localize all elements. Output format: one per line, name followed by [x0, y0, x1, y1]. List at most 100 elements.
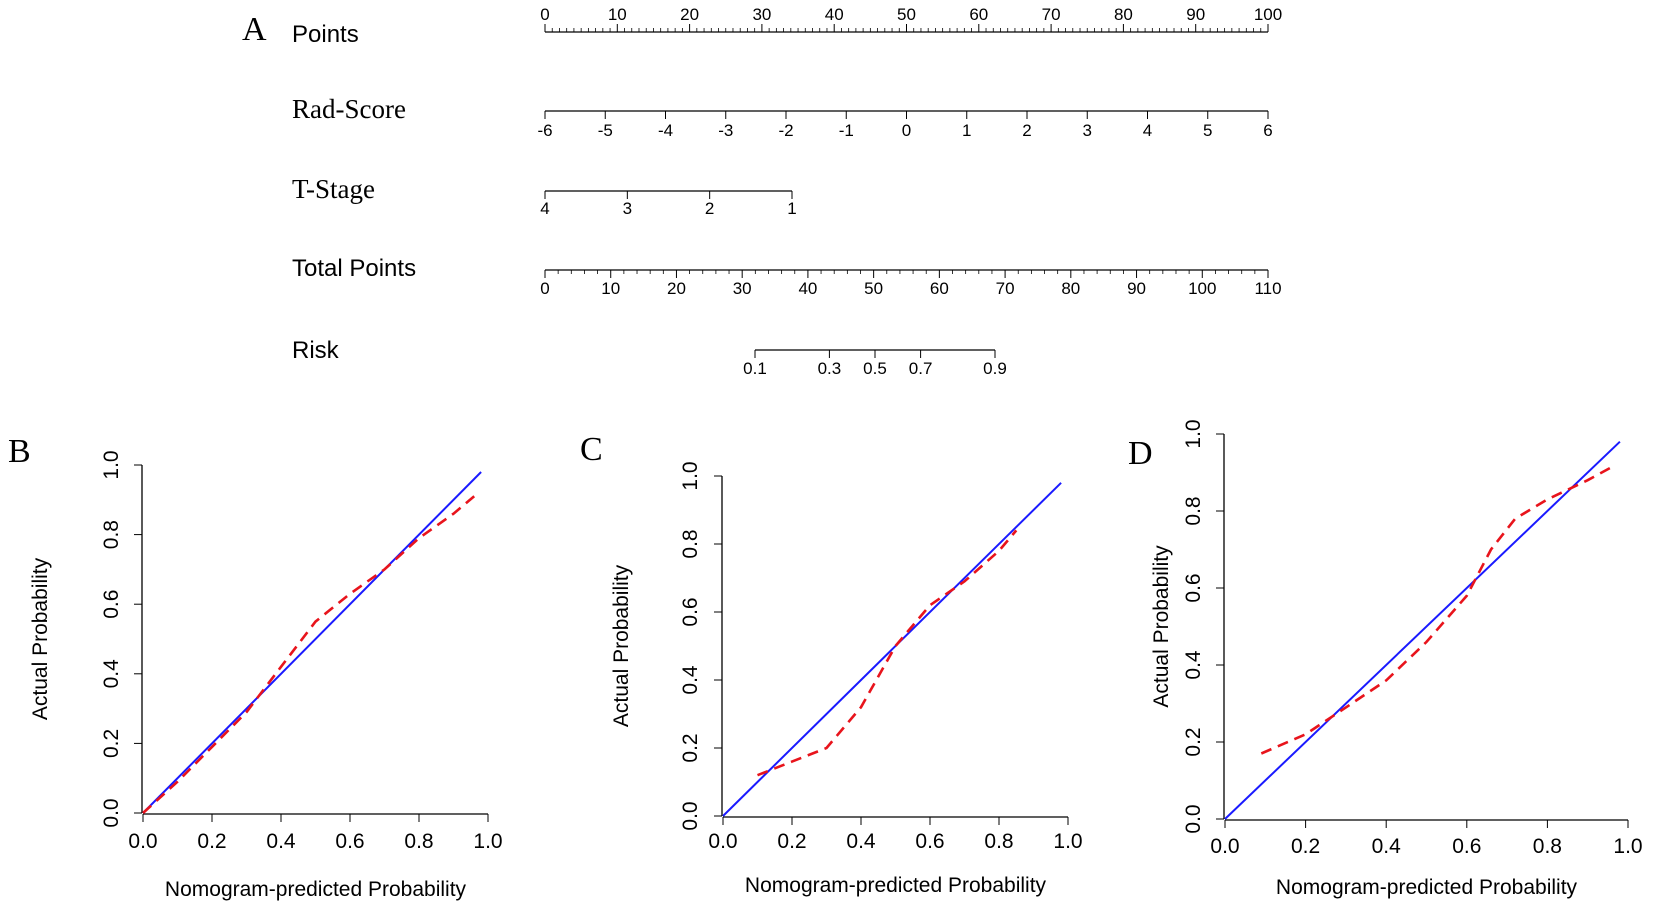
nomogram-tick-label: 0.5: [863, 359, 887, 378]
y-tick-label: 1.0: [679, 461, 702, 490]
y-tick-label: 0.4: [100, 659, 123, 689]
x-tick-label: 0.0: [1210, 835, 1239, 858]
panel-label-b: B: [8, 433, 31, 470]
nomogram-tick-label: 4: [1143, 121, 1152, 140]
nomogram-tick-label: -3: [718, 121, 733, 140]
nomogram-tick-label: 50: [897, 5, 916, 24]
calibration-curve: [757, 529, 1018, 777]
y-tick-label: 1.0: [100, 450, 123, 479]
nomogram-tick-label: -4: [658, 121, 673, 140]
x-tick-label: 0.8: [984, 830, 1013, 853]
y-tick-label: 0.4: [679, 665, 702, 695]
y-tick-label: 0.4: [1182, 650, 1205, 680]
x-tick-label: 0.2: [777, 830, 806, 853]
y-tick-label: 0.2: [1182, 727, 1205, 756]
y-axis-title: Actual Probability: [29, 557, 52, 720]
calibration-plot-c: C 0.0 0.2 0.4 0.6 0.8 1.0 0.0 0.2 0.4 0.6 0.8 1.0 Nom…: [580, 431, 1083, 897]
nomogram-tick-label: 3: [623, 199, 632, 218]
x-tick-label: 1.0: [473, 830, 502, 853]
calibration-curve: [142, 495, 476, 814]
nomogram-tick-label: 1: [787, 199, 796, 218]
x-tick-label: 0.6: [1452, 835, 1481, 858]
x-tick-label: 0.6: [915, 830, 944, 853]
nomogram-tick-label: 80: [1061, 279, 1080, 298]
nomogram-row-total-points: Total Points 0 10 20 30 40 50 60 70 80 90 100 110: [292, 255, 1282, 298]
y-tick-label: 0.6: [679, 597, 702, 626]
panel-label-c: C: [580, 431, 603, 468]
nomogram-tick-label: 20: [667, 279, 686, 298]
nomogram-row-risk: Risk 0.1 0.3 0.5 0.7 0.9: [292, 337, 1007, 378]
nomogram-row-label: Rad-Score: [292, 94, 406, 124]
nomogram-tick-label: -5: [598, 121, 613, 140]
nomogram-tick-label: 0.9: [983, 359, 1007, 378]
nomogram-tick-label: 40: [798, 279, 817, 298]
x-tick-label: 1.0: [1053, 830, 1082, 853]
nomogram-tick-label: 90: [1186, 5, 1205, 24]
nomogram-tick-label: 6: [1263, 121, 1272, 140]
nomogram-tick-label: 60: [930, 279, 949, 298]
y-tick-label: 0.2: [100, 729, 123, 758]
nomogram-tick-label: 0: [540, 279, 549, 298]
nomogram-tick-label: 10: [601, 279, 620, 298]
nomogram-tick-label: 110: [1254, 279, 1281, 298]
nomogram-row-label: T-Stage: [292, 174, 375, 204]
nomogram-tick-label: 80: [1114, 5, 1133, 24]
nomogram-tick-label: 60: [969, 5, 988, 24]
y-tick-label: 0.8: [679, 529, 702, 558]
nomogram-tick-label: 4: [540, 199, 549, 218]
nomogram-row-label: Total Points: [292, 255, 416, 282]
nomogram-tick-label: 0.3: [818, 359, 842, 378]
nomogram-tick-label: 2: [705, 199, 714, 218]
nomogram-tick-label: 3: [1083, 121, 1092, 140]
x-tick-label: 0.6: [335, 830, 364, 853]
nomogram-tick-label: -2: [778, 121, 793, 140]
nomogram-tick-label: -1: [839, 121, 854, 140]
x-axis-title: Nomogram-predicted Probability: [1276, 876, 1578, 899]
nomogram-tick-label: 2: [1022, 121, 1031, 140]
nomogram-tick-label: 70: [996, 279, 1015, 298]
y-tick-label: 0.6: [100, 590, 123, 619]
x-tick-label: 0.2: [1291, 835, 1320, 858]
nomogram-tick-label: 1: [962, 121, 971, 140]
nomogram-tick-label: 100: [1188, 279, 1216, 298]
x-tick-label: 0.4: [266, 830, 296, 853]
nomogram-tick-label: 30: [752, 5, 771, 24]
nomogram-tick-label: 0: [902, 121, 911, 140]
x-tick-label: 0.2: [197, 830, 226, 853]
x-tick-label: 0.8: [1533, 835, 1562, 858]
y-axis-title: Actual Probability: [610, 564, 633, 727]
x-tick-label: 0.0: [128, 830, 157, 853]
calibration-plots: B 0.0 0.2 0.4 0.6 0.8 1.0 0.0 0.2 0.4 0.6 0.8 1.0 Nom…: [8, 419, 1643, 901]
nomogram-row-label: Risk: [292, 337, 340, 364]
y-axis-title: Actual Probability: [1150, 545, 1173, 708]
y-tick-label: 0.8: [1182, 496, 1205, 525]
nomogram-tick-label: 5: [1203, 121, 1212, 140]
y-tick-label: 0.0: [679, 801, 702, 830]
x-tick-label: 1.0: [1613, 835, 1642, 858]
nomogram-tick-label: 10: [608, 5, 627, 24]
y-tick-label: 0.8: [100, 520, 123, 549]
y-tick-label: 0.0: [1182, 804, 1205, 833]
y-tick-label: 0.0: [100, 798, 123, 827]
x-tick-label: 0.4: [1372, 835, 1402, 858]
y-tick-label: 0.6: [1182, 573, 1205, 602]
nomogram-row-label: Points: [292, 21, 359, 48]
calibration-plot-d: D 0.0 0.2 0.4 0.6 0.8 1.0 0.0 0.2 0.4 0.6 0.8 1.0 Nom…: [1128, 419, 1643, 899]
nomogram-tick-label: 50: [864, 279, 883, 298]
nomogram-tick-label: 0: [540, 5, 549, 24]
x-axis-title: Nomogram-predicted Probability: [745, 874, 1047, 897]
nomogram-row-points: Points 0 10 20 30 40 50 60 70 80 90 100: [292, 5, 1282, 48]
nomogram-tick-label: 0.1: [743, 359, 767, 378]
panel-label-a: A: [242, 11, 267, 48]
y-tick-label: 0.2: [679, 733, 702, 762]
nomogram-tick-label: 30: [733, 279, 752, 298]
calibration-plot-b: B 0.0 0.2 0.4 0.6 0.8 1.0 0.0 0.2 0.4 0.6 0.8 1.0 Nom…: [8, 433, 503, 901]
ideal-line: [1224, 440, 1621, 820]
nomogram-tick-label: 40: [825, 5, 844, 24]
x-axis-title: Nomogram-predicted Probability: [165, 878, 467, 901]
nomogram-tick-label: 100: [1254, 5, 1282, 24]
x-tick-label: 0.8: [404, 830, 433, 853]
y-tick-label: 1.0: [1182, 419, 1205, 448]
